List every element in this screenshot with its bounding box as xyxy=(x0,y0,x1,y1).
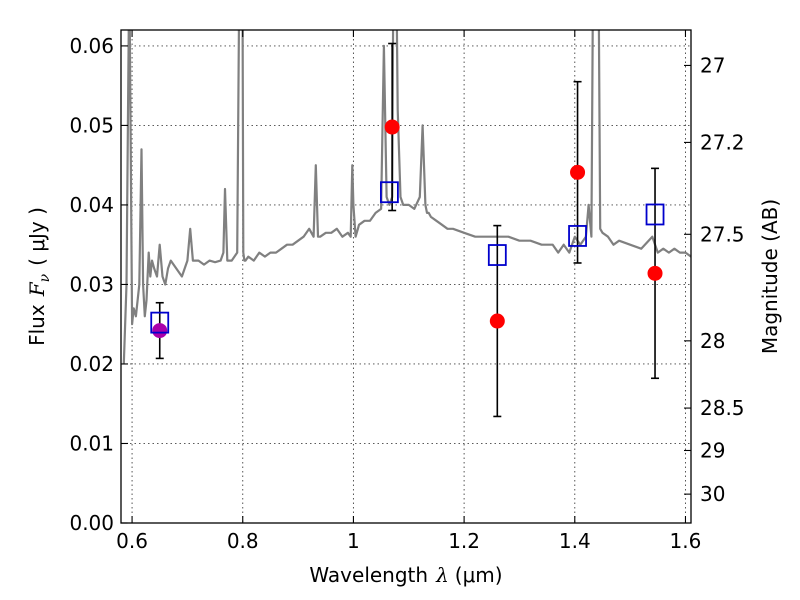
x-tick-label: 0.8 xyxy=(227,529,259,553)
grid xyxy=(121,30,691,524)
y2-tick-label: 27.2 xyxy=(700,130,745,154)
y-tick-label: 0.01 xyxy=(69,431,114,455)
model-point xyxy=(487,244,507,266)
x-tick-label: 1 xyxy=(347,529,360,553)
model-point xyxy=(150,311,170,334)
model-point xyxy=(379,181,399,204)
data-points xyxy=(150,42,665,418)
x-tick-label: 1.4 xyxy=(559,529,591,553)
x-tick-label: 1.6 xyxy=(670,529,702,553)
y2-tick-label: 29 xyxy=(700,438,725,462)
y-tick-label: 0.03 xyxy=(69,272,114,296)
y-tick-label: 0.04 xyxy=(69,193,114,217)
tick-labels: 0.6 0.8 1 1.2 1.4 1.6 0.00 0.01 0.02 0.03 0.04 0.05… xyxy=(69,34,744,553)
spectrum-series xyxy=(122,30,691,365)
spectrum-line xyxy=(122,30,691,365)
data-point xyxy=(647,265,663,281)
y-tick-label: 0.05 xyxy=(69,113,114,137)
y2-tick-label: 28.5 xyxy=(700,396,745,420)
y2-tick-label: 27 xyxy=(700,53,725,77)
y2-tick-label: 27.5 xyxy=(700,222,745,246)
y-axis-title: FluxFν( μJy ) xyxy=(25,207,53,346)
y-tick-label: 0.00 xyxy=(69,511,114,535)
data-point xyxy=(570,164,586,180)
y2-axis-title: Magnitude (AB) xyxy=(758,199,782,354)
model-point xyxy=(568,225,587,247)
y-tick-label: 0.02 xyxy=(69,352,114,376)
axis-ticks xyxy=(121,30,691,524)
x-tick-label: 0.6 xyxy=(116,529,148,553)
x-tick-label: 1.2 xyxy=(448,529,480,553)
y-tick-label: 0.06 xyxy=(69,34,114,58)
plot-frame xyxy=(120,29,692,524)
data-point xyxy=(384,119,400,135)
data-point xyxy=(489,313,505,329)
data-point xyxy=(152,323,168,339)
y2-tick-label: 28 xyxy=(700,329,725,353)
x-axis-title: Wavelength λ (μm) xyxy=(309,563,502,587)
model-point xyxy=(645,203,665,226)
y2-tick-label: 30 xyxy=(700,482,725,506)
